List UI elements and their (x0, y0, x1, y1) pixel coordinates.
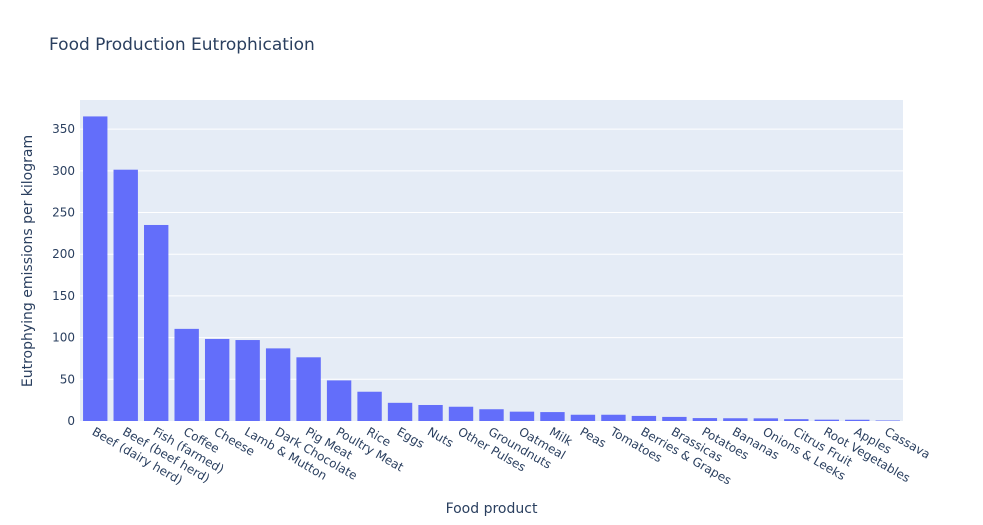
y-tick-label: 150 (52, 289, 75, 303)
bar (814, 419, 839, 421)
bar (479, 409, 504, 421)
bar (662, 416, 687, 421)
x-tick-label: Eggs (395, 424, 427, 451)
bar (448, 406, 474, 421)
bars (83, 116, 900, 421)
x-tick-label: Nuts (425, 424, 456, 450)
bar (144, 224, 169, 421)
bar (631, 415, 657, 421)
bar (174, 328, 199, 421)
bar (265, 348, 291, 421)
y-tick-label: 300 (52, 164, 75, 178)
bar (723, 418, 748, 421)
bar (509, 411, 535, 421)
y-tick-label: 350 (52, 122, 75, 136)
bar (845, 419, 870, 421)
y-tick-label: 250 (52, 206, 75, 220)
bar (387, 402, 413, 421)
bar (540, 412, 565, 421)
bar (326, 380, 352, 421)
bar (83, 116, 108, 421)
bar (418, 404, 443, 421)
gridlines (80, 128, 903, 380)
x-axis-ticks: Beef (dairy herd)Beef (beef herd)Fish (f… (90, 424, 933, 488)
bar (692, 418, 718, 421)
bar (601, 414, 626, 421)
y-tick-label: 50 (60, 372, 75, 386)
y-tick-label: 0 (67, 414, 75, 428)
y-axis-title: Eutrophying emissions per kilogram (20, 135, 36, 387)
x-axis-title: Food product (446, 501, 538, 517)
bar (753, 418, 779, 421)
bar (357, 391, 382, 421)
y-tick-label: 100 (52, 331, 75, 345)
plot-background (80, 100, 903, 421)
bar (235, 340, 260, 421)
bar (784, 419, 809, 421)
y-tick-label: 200 (52, 247, 75, 261)
bar (204, 338, 230, 421)
bar (113, 169, 138, 421)
bar (296, 357, 321, 421)
chart-title: Food Production Eutrophication (49, 35, 315, 55)
bar (570, 414, 596, 421)
y-axis-ticks: 0 50 100 150 200 250 300 350 (52, 122, 75, 428)
x-tick-label: Peas (577, 424, 608, 450)
bar (875, 420, 900, 421)
